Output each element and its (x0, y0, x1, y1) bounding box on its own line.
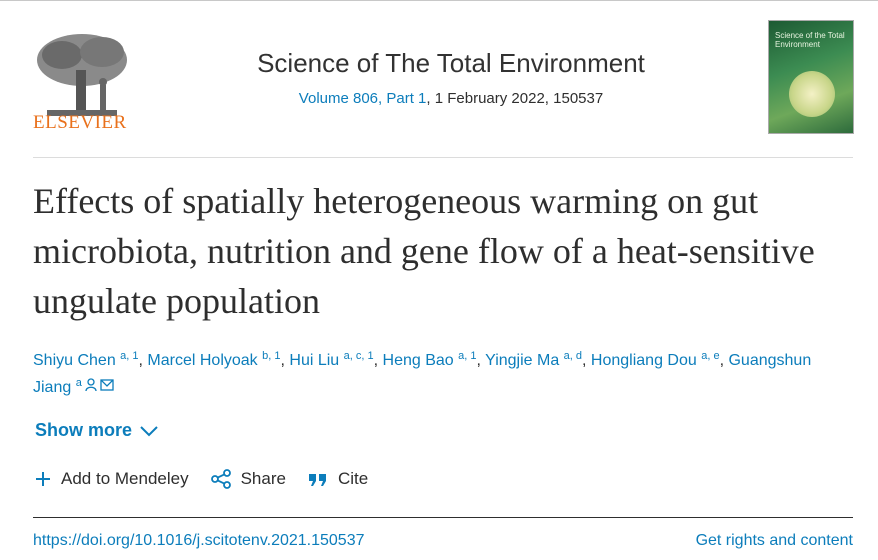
author-name[interactable]: Marcel Holyoak (147, 352, 258, 369)
share-icon (210, 469, 231, 489)
author-name[interactable]: Shiyu Chen (33, 352, 116, 369)
volume-link[interactable]: Volume 806, Part 1 (298, 90, 427, 107)
author-name[interactable]: Heng Bao (382, 352, 454, 369)
author[interactable]: Marcel Holyoak b, 1 (147, 350, 281, 370)
author-affiliation: a, 1 (458, 350, 477, 362)
cover-title: Science of the Total Environment (775, 31, 845, 49)
author-affiliation: a, 1 (120, 350, 139, 362)
author[interactable]: Shiyu Chen a, 1 (33, 350, 139, 370)
rule (33, 517, 853, 518)
plus-icon (36, 472, 50, 486)
author-separator: , (476, 352, 486, 369)
cite-label[interactable]: Cite (337, 469, 369, 488)
issue-date: , 1 February 2022, 150537 (426, 90, 604, 107)
publisher-logo (37, 34, 127, 116)
chevron-icon (140, 425, 158, 436)
author[interactable]: Heng Bao a, 1 (382, 350, 477, 370)
author-affiliation: a, e (701, 350, 720, 362)
cover-art (789, 71, 835, 117)
journal-title[interactable]: Science of The Total Environment (257, 48, 645, 78)
mendeley-label[interactable]: Add to Mendeley (61, 469, 189, 488)
author-affiliation: a, c, 1 (343, 350, 374, 362)
rights-link[interactable]: Get rights and content (695, 532, 853, 549)
show-more-label[interactable]: Show more (35, 420, 133, 440)
author-affiliation: a (75, 377, 82, 389)
author-affiliation: a, d (563, 350, 583, 362)
action-bar: Add to Mendeley Share Cite (35, 469, 368, 489)
author-separator: , (719, 352, 729, 369)
share-button[interactable]: Share (210, 469, 286, 489)
author[interactable]: Yingjie Ma a, d (485, 350, 583, 370)
author-affiliation: b, 1 (262, 350, 281, 362)
author-separator: , (138, 352, 148, 369)
show-more[interactable]: Show more (35, 420, 158, 441)
top-border (0, 0, 878, 1)
author-separator: , (373, 352, 383, 369)
author-name[interactable]: Hongliang Dou (590, 352, 697, 369)
doi-link[interactable]: https://doi.org/10.1016/j.scitotenv.2021… (33, 532, 365, 549)
mendeley-button[interactable]: Add to Mendeley (35, 469, 189, 489)
author-separator: , (280, 352, 290, 369)
cite-icon (308, 474, 326, 486)
author-name[interactable]: Hui Liu (289, 352, 340, 369)
contact-icons[interactable] (85, 378, 115, 392)
publisher-name: ELSEVIER (33, 112, 127, 133)
author[interactable]: Hongliang Dou a, e (590, 350, 720, 370)
cite-button[interactable]: Cite (308, 469, 368, 489)
share-label[interactable]: Share (240, 469, 286, 488)
author[interactable]: Hui Liu a, c, 1 (289, 350, 374, 370)
author[interactable]: Guangshun Jiang a (33, 352, 811, 396)
article-title: Effects of spatially heterogeneous warmi… (33, 181, 815, 321)
separator (33, 157, 853, 158)
author-list: Shiyu Chen a, 1, Marcel Holyoak b, 1, Hu… (33, 347, 848, 401)
author-name[interactable]: Guangshun Jiang (33, 352, 812, 396)
volume-info: Volume 806, Part 1, 1 February 2022, 150… (160, 90, 742, 107)
author-name[interactable]: Yingjie Ma (485, 352, 560, 369)
author-separator: , (582, 352, 591, 369)
journal-cover[interactable]: Science of the Total Environment (768, 20, 854, 134)
